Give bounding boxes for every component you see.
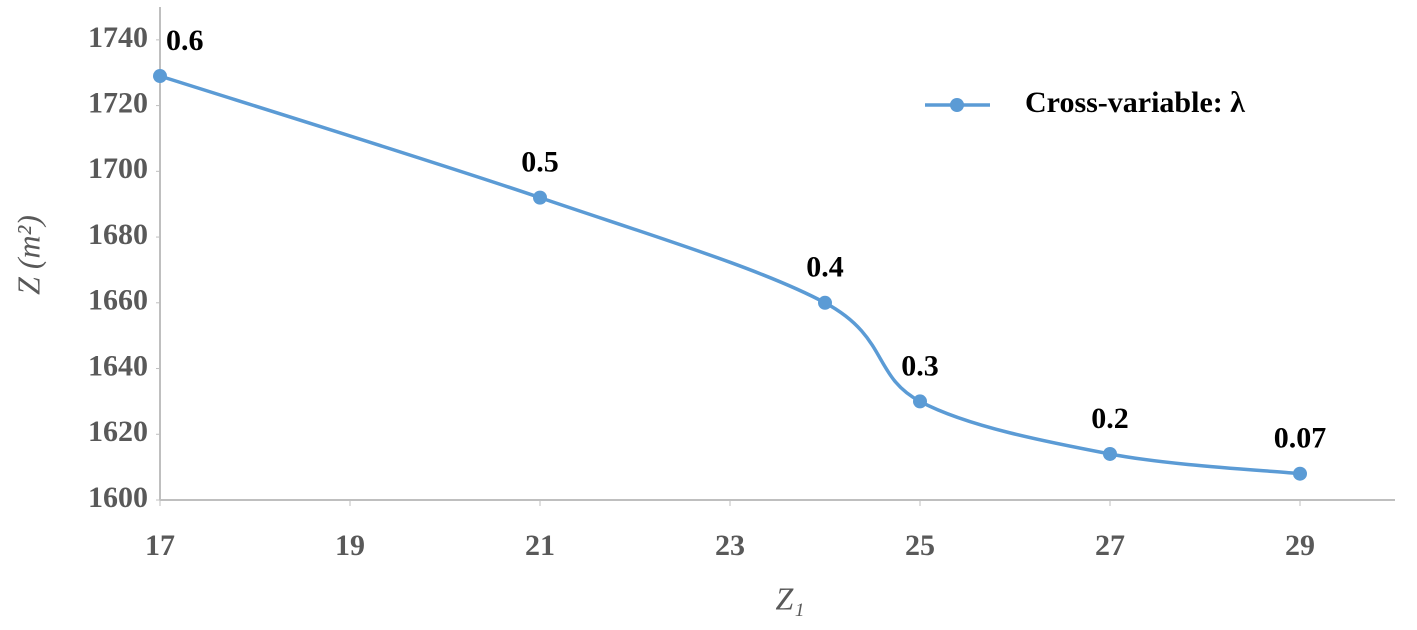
y-tick-label: 1640	[88, 349, 148, 382]
marker	[533, 190, 547, 205]
marker	[153, 69, 167, 84]
x-tick-label: 27	[1095, 529, 1125, 562]
y-tick-label: 1600	[88, 481, 148, 514]
y-tick-label: 1680	[88, 218, 148, 251]
x-tick-label: 23	[715, 529, 745, 562]
legend-label: Cross-variable: λ	[1025, 86, 1245, 119]
point-annotation: 0.2	[1091, 402, 1129, 435]
line	[159, 74, 1301, 476]
x-tick-label: 17	[145, 529, 175, 562]
y-tick-label: 1660	[88, 284, 148, 317]
y-tick-label: 1720	[88, 86, 148, 119]
y-axis-title: Z (m²)	[10, 215, 46, 295]
marker	[913, 394, 927, 409]
y-tick-label: 1700	[88, 152, 148, 185]
marker	[1103, 446, 1117, 461]
point-annotation: 0.4	[806, 251, 844, 284]
point-annotation: 0.6	[166, 24, 204, 57]
x-tick-label: 25	[905, 529, 935, 562]
y-tick-label: 1620	[88, 415, 148, 448]
y-tick-label: 1740	[88, 21, 148, 54]
point-annotation: 0.5	[521, 146, 559, 179]
point-annotation: 0.07	[1274, 422, 1327, 455]
x-tick-label: 29	[1285, 529, 1315, 562]
marker	[818, 295, 832, 310]
x-axis-title: Z₁	[776, 580, 805, 616]
x-tick-label: 21	[525, 529, 555, 562]
x-tick-label: 19	[335, 529, 365, 562]
point-annotation: 0.3	[901, 349, 939, 382]
marker	[1293, 466, 1307, 481]
legend-marker	[950, 98, 964, 112]
